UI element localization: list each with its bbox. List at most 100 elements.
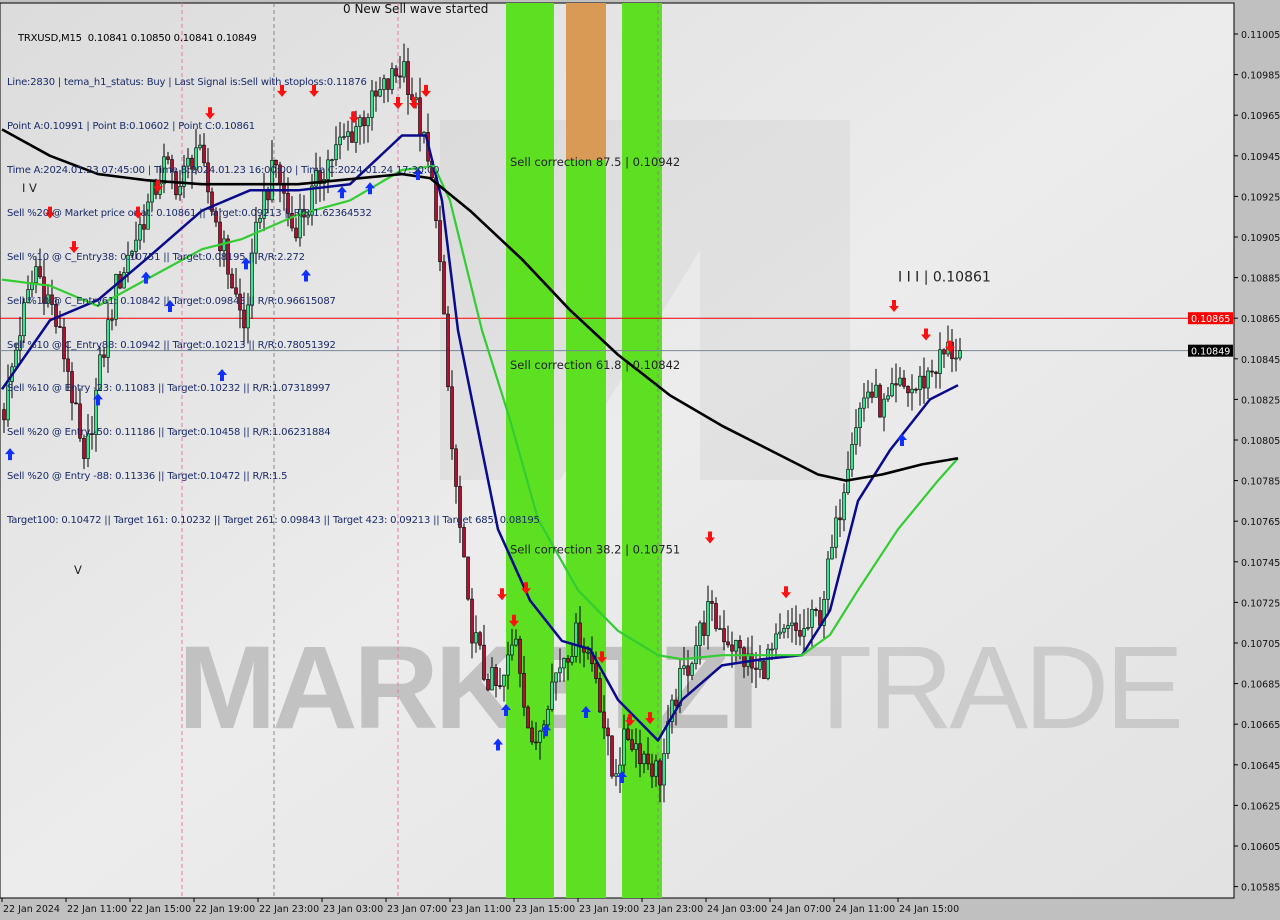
signal-zone xyxy=(506,3,554,898)
bear-candle-body xyxy=(498,685,502,687)
candle xyxy=(650,753,654,789)
candle xyxy=(306,212,310,226)
sell-arrow-icon xyxy=(705,531,715,544)
bear-candle-body xyxy=(102,354,106,358)
x-tick-label: 23 Jan 11:00 xyxy=(451,904,511,915)
candle xyxy=(146,193,150,230)
candle xyxy=(86,413,90,468)
sell-arrow-icon xyxy=(69,241,79,254)
sell-arrow-icon xyxy=(625,714,635,727)
bull-candle-body xyxy=(146,201,150,230)
y-tick-label: 0.10645 xyxy=(1241,761,1280,772)
bear-candle-body xyxy=(454,448,458,487)
candle xyxy=(570,644,574,666)
bull-candle-body xyxy=(958,350,962,359)
bull-candle-body xyxy=(670,699,674,722)
bull-candle-body xyxy=(546,709,550,726)
candle xyxy=(930,359,934,378)
bear-candle-body xyxy=(534,741,538,744)
y-tick-label: 0.10885 xyxy=(1241,274,1280,285)
bear-candle-body xyxy=(794,622,798,631)
candle xyxy=(298,193,302,247)
candle xyxy=(342,123,346,141)
bear-candle-body xyxy=(218,221,222,252)
signal-zone xyxy=(622,3,662,898)
candle xyxy=(806,607,810,631)
x-tick-label: 22 Jan 23:00 xyxy=(259,904,319,915)
bull-candle-body xyxy=(134,239,138,252)
candle xyxy=(290,196,294,232)
sell-arrow-icon xyxy=(309,84,319,97)
candle xyxy=(198,134,202,151)
info-line: Sell %10 @ C_Entry88: 0.10942 || Target:… xyxy=(7,339,336,351)
bear-candle-body xyxy=(838,517,842,521)
candle xyxy=(798,613,802,646)
bull-candle-body xyxy=(882,398,886,418)
candle xyxy=(790,607,794,643)
candle xyxy=(886,386,890,402)
candle xyxy=(498,667,502,690)
bull-candle-body xyxy=(14,349,18,368)
sell-arrow-icon xyxy=(921,328,931,341)
bear-candle-body xyxy=(602,711,606,729)
candle xyxy=(654,754,658,787)
bull-candle-body xyxy=(138,224,142,241)
candle xyxy=(470,588,474,659)
candle xyxy=(942,348,946,368)
candle xyxy=(906,385,910,407)
candle xyxy=(862,383,866,422)
candle xyxy=(506,641,510,690)
bull-candle-body xyxy=(842,492,846,521)
bear-candle-body xyxy=(190,157,194,170)
candle xyxy=(690,661,694,681)
y-tick-label: 0.10705 xyxy=(1241,639,1280,650)
candle xyxy=(630,729,634,752)
candle xyxy=(706,585,710,650)
bull-candle-body xyxy=(558,667,562,674)
chart-annotation: I V xyxy=(22,181,37,195)
bull-candle-body xyxy=(198,144,202,149)
info-line: Sell %10 @ Entry -23: 0.11083 || Target:… xyxy=(7,383,331,395)
candle xyxy=(566,655,570,681)
candle xyxy=(526,705,530,729)
candle xyxy=(34,256,38,294)
candle xyxy=(502,674,506,702)
bear-candle-body xyxy=(210,191,214,212)
candle xyxy=(402,43,406,83)
candle xyxy=(234,267,238,298)
bull-candle-body xyxy=(326,159,330,180)
y-tick-label: 0.10665 xyxy=(1241,720,1280,731)
x-tick-label: 24 Jan 03:00 xyxy=(707,904,767,915)
candle xyxy=(854,409,858,455)
bear-candle-body xyxy=(674,699,678,706)
sell-arrow-icon xyxy=(349,111,359,124)
bear-candle-body xyxy=(230,273,234,289)
mid-ma-line xyxy=(1,164,959,661)
buy-arrow-icon xyxy=(165,299,175,312)
candle xyxy=(694,626,698,670)
candle xyxy=(450,370,454,460)
bear-candle-body xyxy=(74,402,78,405)
candle xyxy=(314,152,318,205)
bear-candle-body xyxy=(630,739,634,750)
x-tick-label: 22 Jan 2024 xyxy=(3,904,60,915)
candle xyxy=(138,216,142,250)
bear-candle-body xyxy=(610,735,614,777)
candle xyxy=(226,234,230,289)
sell-arrow-icon xyxy=(45,206,55,219)
bull-candle-body xyxy=(110,318,114,321)
bull-candle-body xyxy=(306,214,310,218)
bull-candle-body xyxy=(654,760,658,777)
candle xyxy=(662,738,666,803)
candle xyxy=(894,363,898,403)
candle xyxy=(374,81,378,112)
candle xyxy=(642,750,646,774)
sell-arrow-icon xyxy=(277,84,287,97)
bear-candle-body xyxy=(238,293,242,311)
bull-candle-body xyxy=(258,217,262,223)
bull-candle-body xyxy=(22,302,26,337)
candle xyxy=(726,625,730,648)
y-tick-label: 0.10825 xyxy=(1241,395,1280,406)
bull-candle-body xyxy=(706,601,710,636)
